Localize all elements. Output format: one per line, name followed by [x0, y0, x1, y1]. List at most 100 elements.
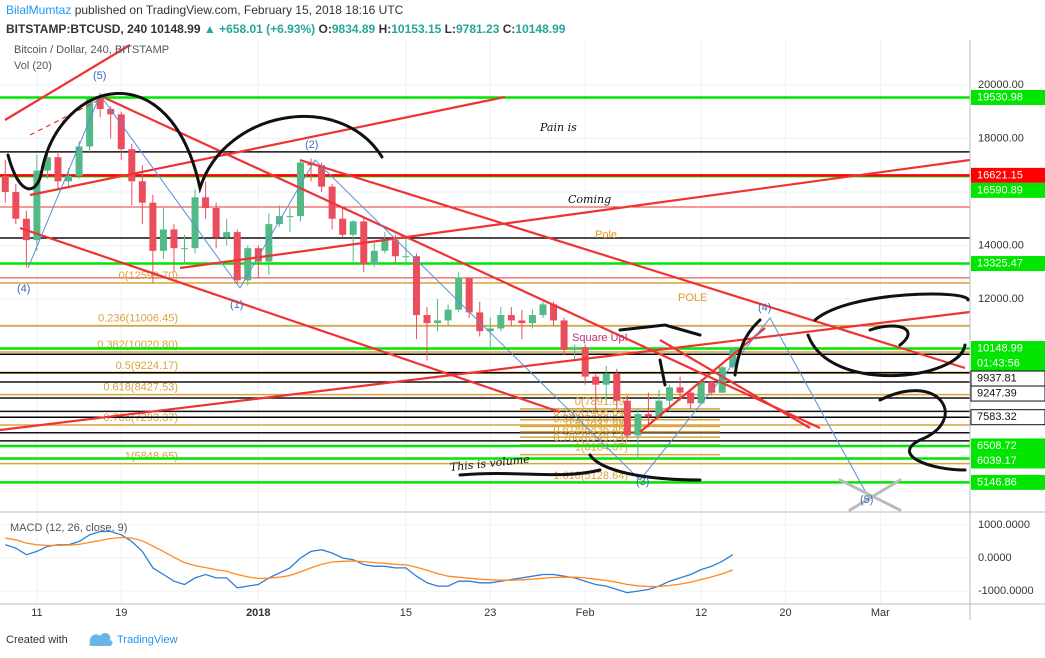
fib-label: 0(12599.70) [119, 270, 178, 282]
price-label: 19530.98 [977, 91, 1023, 103]
fib-label: 0.786(6549.54) [553, 432, 628, 444]
wave-label: (5) [93, 70, 106, 82]
macd-line [5, 536, 734, 588]
macd-pane [5, 530, 734, 594]
y-tick-label: -1000.0000 [978, 585, 1034, 597]
candle-body [697, 381, 705, 404]
footer-brand[interactable]: TradingView [117, 634, 178, 646]
candle-body [33, 170, 41, 241]
wave-label: (4) [17, 283, 30, 295]
fib-label: 0.236(7488.84) [553, 407, 628, 419]
candle-body [676, 387, 684, 393]
candle-body [729, 348, 737, 368]
footer-text: Created with [6, 634, 68, 646]
x-tick-label: Mar [871, 607, 890, 619]
price-label: 01:43:56 [977, 357, 1020, 369]
fib-label: 0.5(9224.17) [116, 360, 178, 372]
o-label: O: [319, 22, 332, 36]
pain-text: Pain is [539, 121, 577, 134]
handwriting [6, 92, 970, 512]
quote-line: BITSTAMP:BTCUSD, 240 10148.99 ▲ +658.01 … [6, 22, 566, 36]
candle-body [550, 304, 558, 321]
candle-body [54, 157, 62, 182]
candle-body [412, 256, 420, 316]
candle-body [286, 216, 294, 218]
candle-body [613, 373, 621, 401]
price-label: 9937.81 [977, 372, 1017, 384]
price-label-box [971, 356, 1045, 372]
candle-body [465, 277, 473, 313]
candle-body [1, 175, 9, 192]
price-label: 16590.89 [977, 184, 1023, 196]
candle-body [107, 109, 115, 115]
candle-body [528, 315, 536, 324]
candle-body [65, 175, 73, 182]
candle-body [149, 202, 157, 251]
fib-label: 0.382(7239.50) [553, 413, 628, 425]
candle-body [318, 165, 326, 187]
h-value: 10153.15 [391, 22, 441, 36]
candle-body [444, 309, 452, 321]
square-text: Square Up! [572, 332, 628, 344]
price-label: 16621.15 [977, 169, 1023, 181]
last: 10148.99 [150, 22, 200, 36]
change: ▲ +658.01 (+6.93%) [204, 22, 315, 36]
candle-body [138, 181, 146, 203]
y-tick-label: 12000.00 [978, 293, 1024, 305]
price-label: 9247.39 [977, 387, 1017, 399]
price-label: 10148.99 [977, 342, 1023, 354]
candle-body [581, 347, 589, 377]
x-tick-label: 15 [400, 607, 412, 619]
candle-body [666, 387, 674, 401]
candle-body [486, 328, 494, 332]
wave-label: (5) [860, 494, 873, 506]
candle-body [518, 320, 526, 324]
candle-body [86, 98, 94, 147]
candle-body [223, 232, 231, 238]
fib-label: 0.236(11006.45) [98, 313, 178, 325]
price-label-box [970, 385, 1045, 402]
candle-body [402, 256, 410, 258]
macd-title: MACD (12, 26, close, 9) [10, 522, 127, 534]
candle-body [507, 315, 515, 321]
candle-body [43, 157, 51, 171]
logo [89, 633, 113, 646]
candle-body [497, 315, 505, 329]
y-tick-label: 1000.0000 [978, 519, 1030, 531]
price-label-box [971, 182, 1045, 198]
candle-body [602, 373, 610, 385]
pole-text: Pole [595, 229, 617, 241]
wave-label: (1) [230, 299, 243, 311]
c-label: C: [503, 22, 516, 36]
x-tick-label: 23 [484, 607, 496, 619]
candle-body [634, 414, 642, 436]
price-label-box [971, 341, 1045, 357]
candle-body [233, 232, 241, 281]
candle-body [117, 114, 125, 150]
price-label-box [971, 453, 1045, 469]
author[interactable]: BilalMumtaz [6, 3, 71, 17]
wave-label: (2) [305, 139, 318, 151]
x-tick-label: 12 [695, 607, 707, 619]
candle-body [349, 221, 357, 235]
price-label-box [970, 409, 1045, 426]
fib-label: 0.618(6836.46) [553, 424, 628, 436]
chart-title: Bitcoin / Dollar, 240, BITSTAMP [14, 44, 169, 56]
candle-body [423, 315, 431, 324]
candle-body [265, 224, 273, 262]
x-tick-label: 19 [115, 607, 127, 619]
price-label-box [971, 474, 1045, 490]
candle-body [370, 250, 378, 265]
candle-body [191, 197, 199, 249]
candle-body [539, 304, 547, 316]
candle-body [434, 320, 442, 324]
symbol: BITSTAMP:BTCUSD, 240 [6, 22, 147, 36]
l-value: 9781.23 [456, 22, 500, 36]
h-label: H: [379, 22, 392, 36]
candle-body [708, 381, 716, 393]
y-tick-label: 14000.00 [978, 239, 1024, 251]
y-tick-label: 0.0000 [978, 552, 1012, 564]
wave-label: (3) [636, 476, 649, 488]
candle-body [655, 400, 663, 417]
